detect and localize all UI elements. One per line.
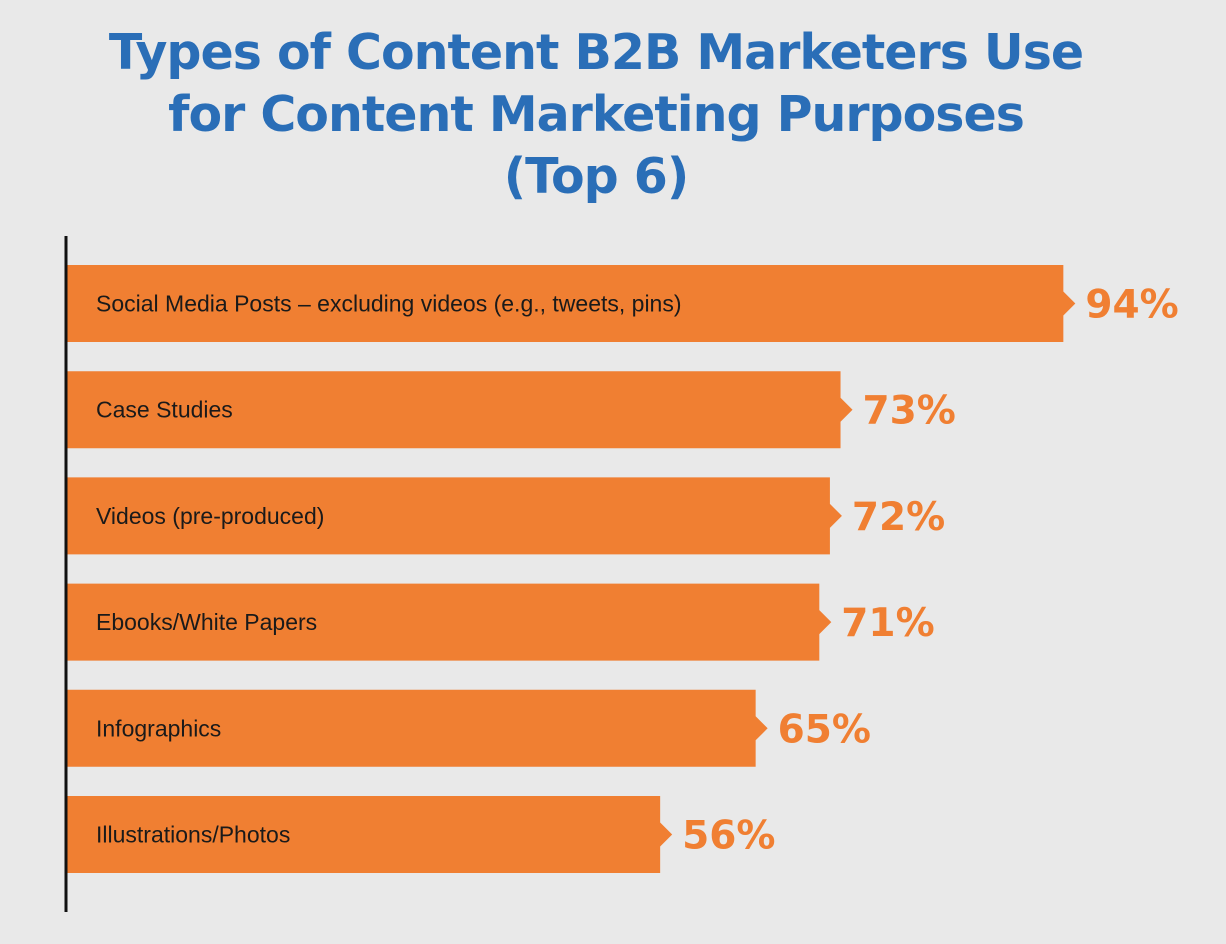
value-label: 56% (682, 814, 775, 859)
value-label: 94% (1085, 283, 1178, 328)
category-label: Infographics (96, 715, 221, 741)
value-label: 71% (841, 601, 934, 646)
chart-title-line-2: for Content Marketing Purposes (168, 86, 1025, 143)
bar (66, 689, 768, 767)
category-label: Ebooks/White Papers (96, 609, 317, 635)
category-label: Videos (pre-produced) (96, 503, 324, 529)
category-label: Case Studies (96, 397, 233, 423)
value-label: 73% (863, 389, 956, 434)
chart-title-line-3: (Top 6) (503, 148, 690, 205)
bar (66, 796, 673, 873)
chart-title-line-1: Types of Content B2B Marketers Use (108, 24, 1084, 81)
bar (66, 477, 842, 555)
chart-title: Types of Content B2B Marketers Use for C… (0, 22, 1192, 208)
bar (66, 265, 1076, 342)
category-label: Illustrations/Photos (96, 822, 290, 848)
value-label: 72% (852, 495, 945, 540)
value-label: 65% (778, 707, 871, 752)
category-label: Social Media Posts – excluding videos (e… (96, 291, 682, 317)
bar (66, 583, 832, 661)
bar (66, 371, 853, 449)
